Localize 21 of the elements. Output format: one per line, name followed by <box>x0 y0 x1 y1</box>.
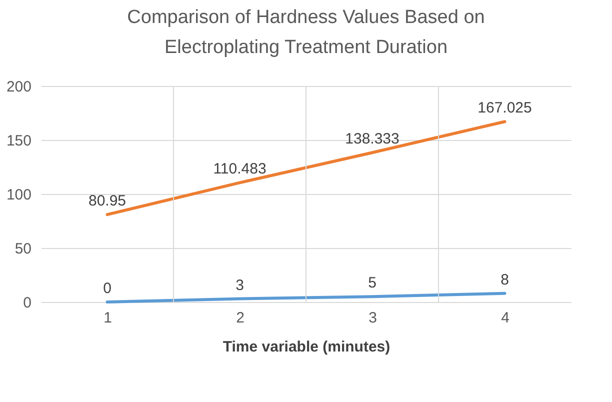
y-tick-label: 50 <box>14 240 32 258</box>
text: Comparison of Hardness Values Based on <box>127 7 485 28</box>
data-label: 3 <box>236 276 244 294</box>
data-label: 8 <box>500 271 509 288</box>
data-label: 0 <box>103 280 112 297</box>
x-tick-label: 2 <box>236 310 244 326</box>
x-tick-label: 4 <box>501 310 510 326</box>
y-tick-label: 100 <box>6 186 32 204</box>
y-tick-label: 150 <box>6 132 32 150</box>
data-label: 167.025 <box>478 100 532 117</box>
y-tick-label: 0 <box>23 294 32 312</box>
x-tick-label: 3 <box>368 310 377 326</box>
data-label: 5 <box>368 274 376 292</box>
y-tick-label: 200 <box>6 78 32 96</box>
line-series <box>106 292 506 304</box>
x-tick-label: 1 <box>104 310 112 326</box>
data-label: 110.483 <box>213 160 266 178</box>
text: Electroplating Treatment Duration <box>164 37 448 58</box>
data-label: 138.333 <box>345 130 400 148</box>
x-axis-title: Time variable (minutes) <box>222 338 390 356</box>
data-label: 80.95 <box>88 192 126 210</box>
